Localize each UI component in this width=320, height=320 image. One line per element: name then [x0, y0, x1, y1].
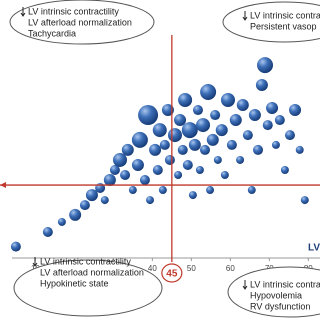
bubble — [158, 186, 167, 195]
annotation-line: LV afterload normalization — [40, 267, 144, 277]
bubble — [182, 159, 193, 170]
bubble — [181, 122, 198, 139]
bubble — [257, 57, 274, 74]
annotation-line: Tachycardia — [28, 28, 76, 38]
annotation-line: Hypokinetic state — [40, 278, 109, 288]
bubble — [138, 105, 159, 126]
bubble — [188, 191, 197, 200]
bubble — [69, 208, 82, 221]
bubble — [236, 99, 249, 112]
bubble — [174, 171, 183, 180]
vline-label: 45 — [166, 269, 178, 280]
x-tick-label: 60 — [226, 264, 235, 273]
bubble — [152, 123, 167, 138]
bubble — [188, 138, 201, 151]
x-tick-label: 40 — [148, 264, 157, 273]
bubble — [159, 139, 170, 150]
bubble — [112, 152, 127, 167]
bubble — [210, 110, 221, 121]
annotation-line: RV dysfunction — [250, 301, 310, 311]
bubble — [284, 130, 295, 141]
annotation-line: LV intrinsic contractility — [250, 10, 320, 20]
bubble — [195, 165, 204, 174]
bubble — [57, 217, 66, 226]
bubble — [226, 139, 237, 150]
annotation-ellipse — [9, 0, 155, 45]
bubble — [103, 174, 116, 187]
bubble — [215, 124, 228, 137]
bubble — [200, 84, 217, 101]
bubble — [247, 186, 256, 195]
annotation-line: Hypovolemia — [250, 290, 302, 300]
bubble — [262, 120, 273, 131]
bubble — [42, 227, 53, 238]
down-arrow — [242, 280, 248, 290]
bubble — [196, 118, 211, 133]
bubble — [128, 186, 137, 195]
down-arrow — [32, 257, 38, 267]
bubble — [177, 144, 188, 155]
bubble — [161, 104, 174, 117]
bubble — [220, 92, 235, 107]
bubble — [149, 143, 162, 156]
bubble — [139, 175, 150, 186]
hline-arrow — [0, 182, 6, 189]
annotation-line: LV intrinsic contractility — [40, 256, 131, 266]
vline-badge — [161, 263, 183, 283]
bubble — [280, 165, 289, 174]
bubble — [199, 144, 210, 155]
bubble — [164, 154, 175, 165]
bubble — [236, 155, 245, 164]
down-arrow — [242, 11, 248, 21]
bubble — [167, 128, 182, 143]
bubble — [121, 143, 134, 156]
bubble — [289, 104, 302, 117]
bubble — [206, 133, 219, 146]
bubble — [85, 189, 98, 202]
bubble — [300, 196, 309, 205]
bubble — [174, 114, 187, 127]
bubble — [10, 241, 21, 252]
bubble — [266, 101, 279, 114]
annotation-line: Persistent vasop — [250, 21, 317, 31]
bubble — [295, 145, 304, 154]
annotation-ellipse — [227, 266, 320, 318]
bubble — [178, 92, 193, 107]
bubble — [271, 140, 280, 149]
bubble — [131, 158, 144, 171]
bubble — [192, 105, 203, 116]
annotation-line: LV intrinsic contractility — [28, 6, 119, 16]
bubble — [206, 186, 215, 195]
down-arrow — [20, 7, 26, 17]
bubble — [248, 109, 261, 122]
x-tick-label: 50 — [187, 264, 196, 273]
bubble — [253, 144, 264, 155]
x-axis-label: LV — [308, 243, 320, 254]
bubble — [120, 170, 131, 181]
annotation-line: LV afterload normalization — [28, 17, 132, 27]
bubble — [213, 155, 222, 164]
annotation-ellipse — [13, 259, 163, 317]
bubbles — [10, 57, 309, 252]
bubble — [274, 115, 285, 126]
bubble — [100, 196, 109, 205]
bubble — [152, 164, 163, 175]
bubble — [242, 130, 253, 141]
bubble — [255, 78, 268, 91]
bubble — [229, 114, 242, 127]
bubble — [131, 131, 148, 148]
bubble — [109, 164, 120, 175]
bubble — [79, 200, 90, 211]
annotation-line: LV intrinsic contra — [250, 279, 320, 289]
bubble — [220, 171, 229, 180]
bubble — [146, 196, 155, 205]
annotation-ellipse — [222, 1, 320, 43]
